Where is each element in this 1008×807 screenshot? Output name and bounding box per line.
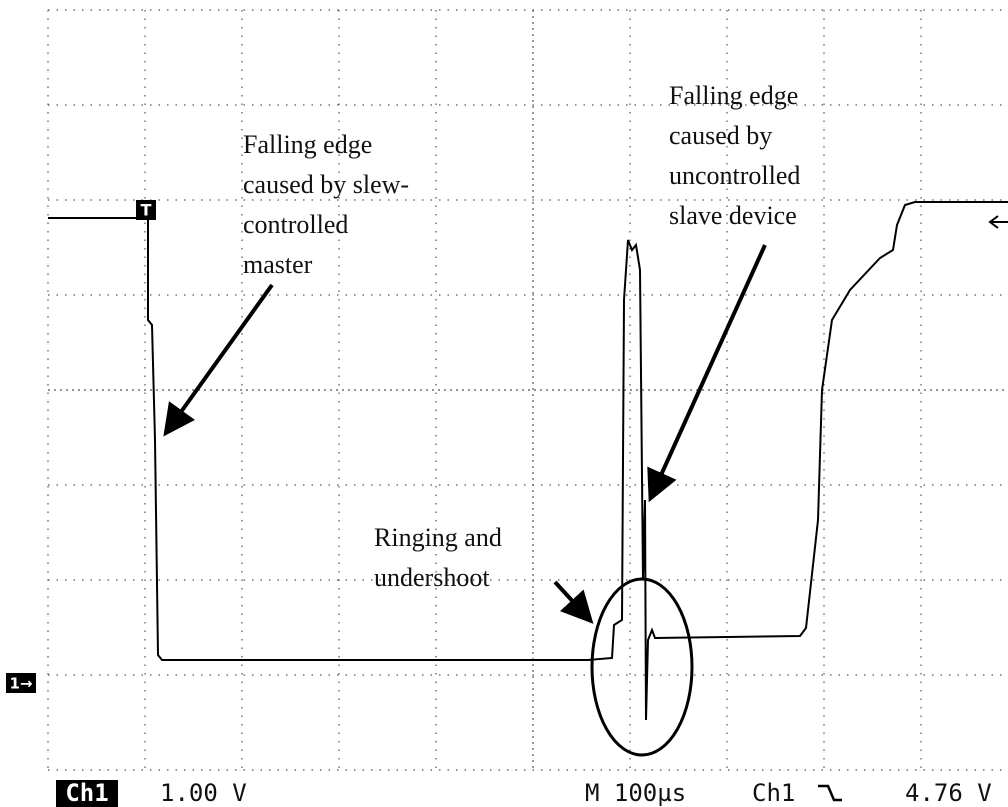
waveform — [48, 201, 1008, 721]
trigger-marker: T — [141, 201, 152, 220]
annotation-line: controlled — [243, 210, 348, 239]
annotation-line: master — [243, 250, 313, 279]
arrow — [553, 580, 594, 624]
graticule — [47, 9, 1008, 771]
annotation-line: Falling edge — [669, 81, 798, 110]
status-trigger-level: 4.76 V — [905, 779, 992, 807]
annotation-line: caused by slew- — [243, 170, 409, 199]
status-channel: Ch1 — [65, 779, 108, 807]
channel-marker: 1→ — [9, 675, 32, 693]
status-volts: 1.00 V — [160, 779, 247, 807]
channel-box — [6, 673, 36, 693]
annotation-line: undershoot — [374, 563, 490, 592]
arrow — [647, 244, 767, 503]
annotation-line: Ringing and — [374, 523, 502, 552]
trigger-box — [136, 200, 156, 220]
channel-label-box — [56, 780, 118, 807]
status-timebase: M 100µs — [585, 779, 686, 807]
level-arrow — [988, 215, 1008, 229]
highlight-ellipse — [590, 577, 694, 757]
annotation-line: uncontrolled — [669, 161, 800, 190]
arrow — [163, 283, 274, 437]
annotation-line: caused by — [669, 121, 772, 150]
falling-edge-icon — [818, 784, 842, 802]
annotation-line: slave device — [669, 201, 797, 230]
annotation-line: Falling edge — [243, 130, 372, 159]
status-trigger-source: Ch1 — [752, 779, 795, 807]
